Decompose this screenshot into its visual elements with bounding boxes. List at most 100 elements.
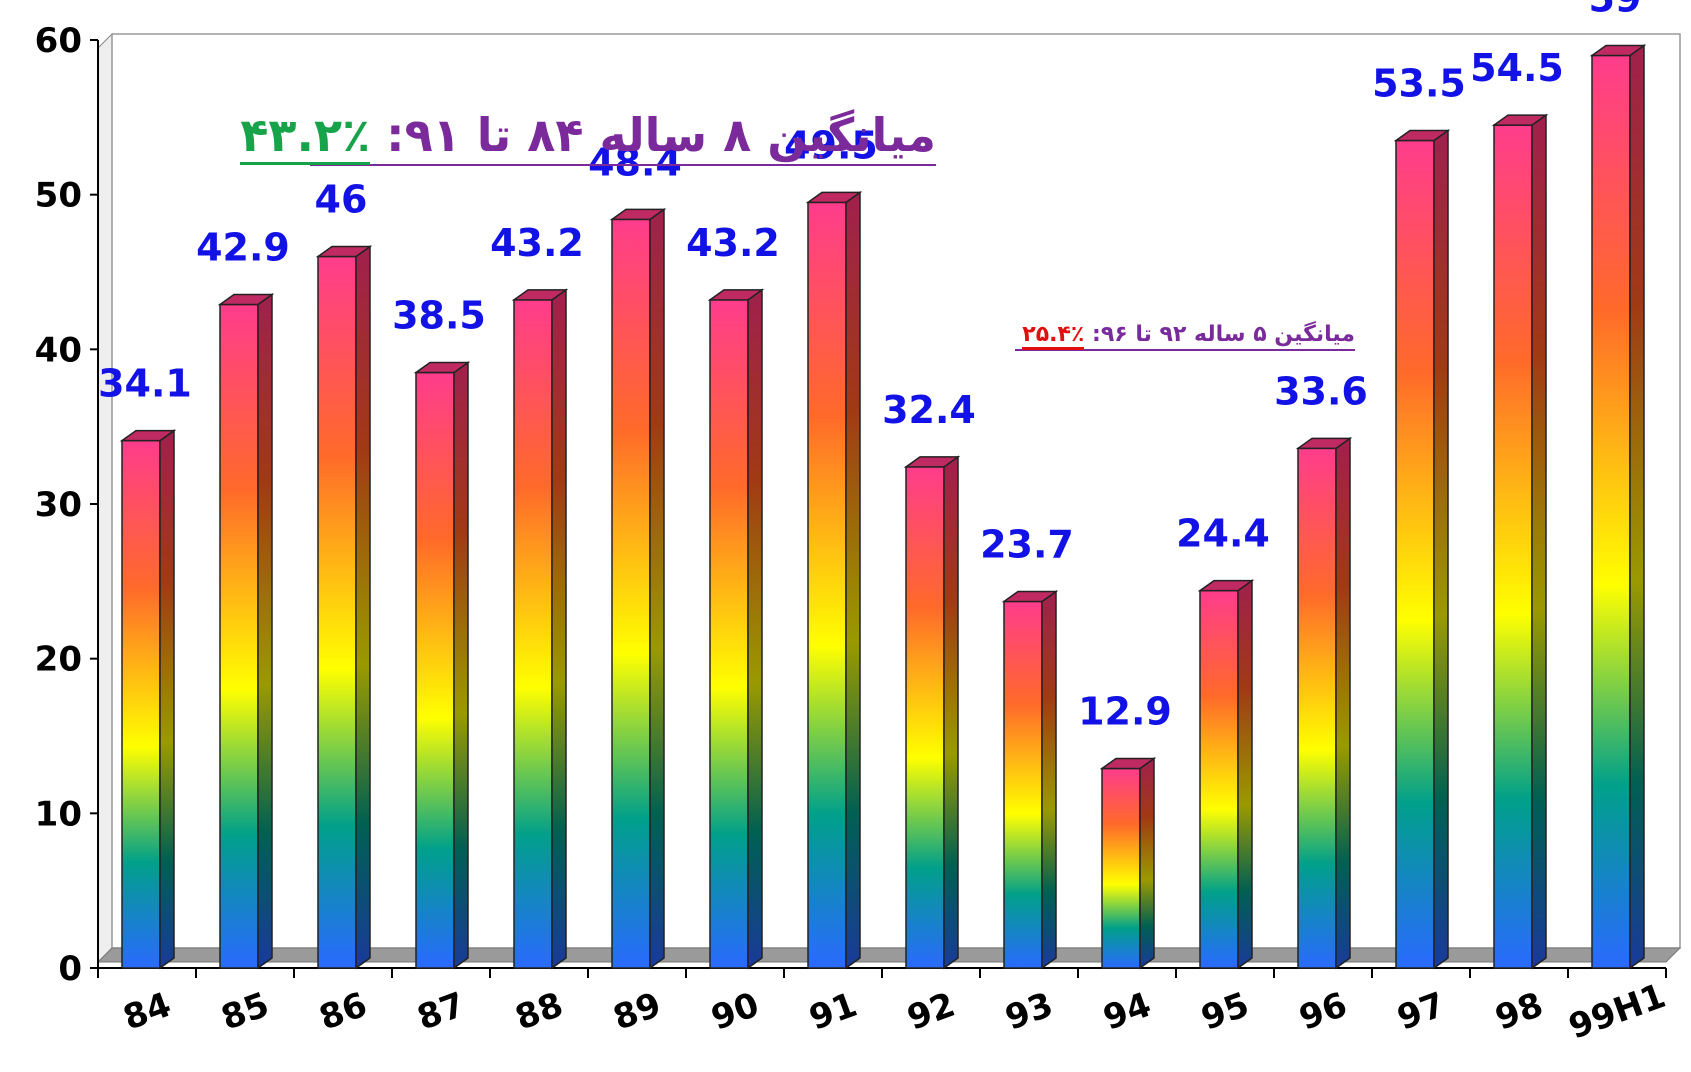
bar-side xyxy=(1335,436,1351,970)
bar-top xyxy=(1197,579,1255,592)
x-tick-label: 99H1 xyxy=(1564,976,1671,1048)
data-labels: 34.142.94638.543.248.443.249.532.423.712… xyxy=(98,0,1641,733)
bar xyxy=(1589,44,1647,970)
bar xyxy=(609,207,667,970)
x-axis-ticks: 84 85 86 87 88 89 90 91 92 93 94 95 96 97 98 99H1 xyxy=(97,968,1671,1048)
y-tick-label: 10 xyxy=(35,794,82,834)
x-tick-label: 86 xyxy=(314,985,372,1039)
bar xyxy=(1393,129,1451,970)
annotation-8-year-text: میانگین ۸ ساله ۸۴ تا ۹۱: xyxy=(370,108,936,162)
annotation-5-year-value: ٪۲۵.۴ xyxy=(1022,322,1085,350)
bar-side xyxy=(1139,757,1155,970)
data-label: 32.4 xyxy=(882,388,976,432)
bar xyxy=(315,245,373,970)
data-label: 53.5 xyxy=(1372,62,1466,106)
data-label: 42.9 xyxy=(196,225,290,269)
bar-front xyxy=(513,299,553,969)
bar xyxy=(1197,579,1255,970)
data-label: 12.9 xyxy=(1078,689,1172,733)
bar-front xyxy=(1297,447,1337,969)
bar-top xyxy=(903,456,961,468)
bar-front xyxy=(1101,767,1141,969)
bar xyxy=(707,288,765,970)
x-tick-label: 85 xyxy=(216,985,274,1039)
x-tick-label: 89 xyxy=(608,985,666,1039)
bar-side xyxy=(747,288,763,970)
x-tick-label: 91 xyxy=(804,985,862,1039)
plot-back-wall xyxy=(97,32,113,964)
bar xyxy=(1491,113,1549,970)
data-label: 54.5 xyxy=(1470,46,1564,90)
bar-front xyxy=(219,303,259,969)
bar-top xyxy=(609,208,667,221)
bar-front xyxy=(415,371,455,969)
x-tick-label: 93 xyxy=(1000,985,1058,1039)
x-tick-label: 95 xyxy=(1196,985,1254,1039)
bar-top xyxy=(217,293,275,306)
data-label: 33.6 xyxy=(1274,369,1368,413)
data-label: 43.2 xyxy=(490,221,584,265)
bar xyxy=(1295,436,1353,970)
data-label: 43.2 xyxy=(686,221,780,265)
annotation-8-year-average: میانگین ۸ ساله ۸۴ تا ۹۱: ٪۴۳.۲ xyxy=(240,108,936,166)
bar-top xyxy=(119,429,177,442)
bar xyxy=(511,288,569,970)
bar-top xyxy=(1393,129,1451,142)
bar-front xyxy=(1199,589,1239,969)
bar-side xyxy=(943,455,959,970)
bar-side xyxy=(355,245,371,970)
y-tick-label: 50 xyxy=(35,176,82,216)
bar-top xyxy=(805,191,863,204)
bar-top xyxy=(1491,114,1549,126)
bar-side xyxy=(1531,113,1547,970)
x-tick-label: 94 xyxy=(1098,985,1156,1039)
bar-side xyxy=(649,207,665,970)
x-tick-label: 88 xyxy=(510,985,568,1039)
x-tick-label: 87 xyxy=(412,985,470,1039)
data-label: 46 xyxy=(315,178,368,222)
y-tick-label: 0 xyxy=(58,949,82,989)
bar xyxy=(119,429,177,970)
x-tick-label: 90 xyxy=(706,985,764,1039)
y-tick-label: 40 xyxy=(35,330,82,370)
bar-top xyxy=(511,289,569,301)
x-tick-label: 98 xyxy=(1490,985,1548,1039)
bar-front xyxy=(1395,139,1435,969)
bar-top xyxy=(1295,437,1353,450)
data-label: 48.4 xyxy=(588,140,682,184)
bar-side xyxy=(1041,589,1057,970)
y-tick-label: 20 xyxy=(35,640,82,680)
bar-front xyxy=(807,201,847,969)
bar xyxy=(1001,589,1059,970)
x-tick-label: 92 xyxy=(902,985,960,1039)
bar-side xyxy=(257,293,273,970)
data-label: 49.5 xyxy=(784,123,878,167)
bar-series xyxy=(119,44,1647,970)
bar xyxy=(217,293,275,970)
x-tick-label: 84 xyxy=(118,985,176,1039)
data-label: 38.5 xyxy=(392,294,486,338)
bar-front xyxy=(1493,124,1533,969)
bar-top xyxy=(1589,44,1647,57)
y-axis-ticks: 0 10 20 30 40 50 60 xyxy=(35,21,98,989)
bar-side xyxy=(159,429,175,970)
bar-front xyxy=(317,255,357,969)
bar-front xyxy=(1591,54,1631,969)
annotation-5-year-text: میانگین ۵ ساله ۹۲ تا ۹۶: xyxy=(1084,322,1355,347)
bar-top xyxy=(1001,590,1059,603)
bar-side xyxy=(1433,129,1449,970)
bar-top xyxy=(707,289,765,301)
data-label: 34.1 xyxy=(98,362,192,406)
annotation-8-year-value: ٪۴۳.۲ xyxy=(240,108,371,165)
bar-front xyxy=(1003,600,1043,969)
data-label: 24.4 xyxy=(1176,512,1270,556)
bar-front xyxy=(709,299,749,969)
bar-side xyxy=(845,190,861,970)
bar-front xyxy=(611,218,651,969)
bar-side xyxy=(1237,579,1253,970)
bar-front xyxy=(121,439,161,969)
x-tick-label: 96 xyxy=(1294,985,1352,1039)
y-tick-label: 30 xyxy=(35,485,82,525)
bar xyxy=(805,190,863,970)
